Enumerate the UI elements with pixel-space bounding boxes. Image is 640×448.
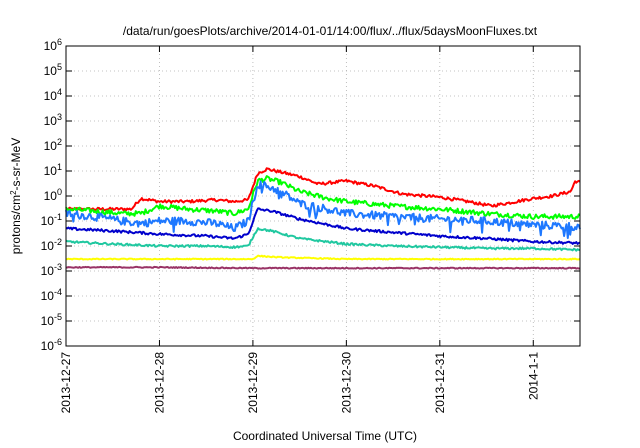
series-line xyxy=(65,207,581,245)
y-tick-label: 102 xyxy=(44,137,62,153)
series-line xyxy=(65,175,581,220)
y-tick-label: 103 xyxy=(44,112,62,128)
y-tick-label: 10-2 xyxy=(41,237,62,253)
x-tick-label: 2013-12-29 xyxy=(246,352,260,414)
x-tick-label: 2013-12-31 xyxy=(433,352,447,414)
x-tick-label: 2013-12-28 xyxy=(152,352,166,414)
x-tick-label: 2013-12-30 xyxy=(339,352,353,414)
y-tick-label: 101 xyxy=(44,162,62,178)
y-tick-label: 10-6 xyxy=(41,337,62,353)
series-line xyxy=(65,254,581,261)
y-tick-label: 10-5 xyxy=(41,312,62,328)
x-tick-label: 2014-1-1 xyxy=(526,352,540,400)
y-tick-label: 106 xyxy=(44,37,62,53)
grid xyxy=(66,46,580,346)
y-tick-label: 10-4 xyxy=(41,287,62,303)
series-line xyxy=(65,167,581,212)
ticks: 10-6 10-5 10-4 10-3 10-2 10-1 100 101 102 103 104 1… xyxy=(41,37,580,413)
chart-title: /data/run/goesPlots/archive/2014-01-01/1… xyxy=(123,24,538,38)
series-group xyxy=(65,167,581,270)
series-line xyxy=(65,227,581,252)
y-tick-label: 10-1 xyxy=(41,212,62,228)
y-axis-label-text: protons/cm2-s-sr-MeV xyxy=(9,138,24,254)
y-tick-label: 105 xyxy=(44,62,62,78)
y-axis-label: protons/cm2-s-sr-MeV xyxy=(9,138,24,254)
x-axis-label: Coordinated Universal Time (UTC) xyxy=(233,429,417,443)
y-tick-label: 10-3 xyxy=(41,262,62,278)
x-tick-label: 2013-12-27 xyxy=(59,352,73,414)
y-tick-label: 104 xyxy=(44,87,62,103)
series-line xyxy=(65,265,580,270)
y-tick-label: 100 xyxy=(44,187,62,203)
series-line xyxy=(65,180,581,239)
